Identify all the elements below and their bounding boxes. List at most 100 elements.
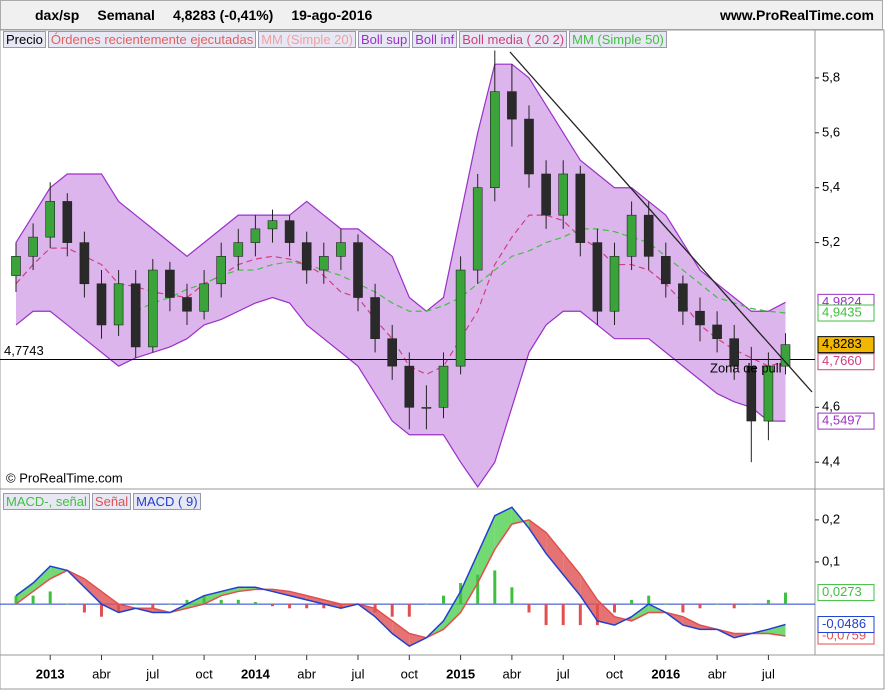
price-marker: 4,7660	[822, 353, 862, 368]
histogram-bar	[117, 604, 121, 613]
legend: Precio Órdenes recientemente ejecutadas MM…	[3, 31, 667, 48]
macd-fill	[323, 599, 341, 609]
macd-fill	[375, 608, 393, 634]
date: 19-ago-2016	[291, 7, 373, 23]
candle-body	[507, 91, 517, 120]
x-tick-label: oct	[606, 666, 624, 681]
histogram-bar	[271, 604, 274, 607]
candle-body	[267, 220, 278, 230]
candle-body	[626, 214, 637, 257]
macd-fill	[460, 553, 478, 613]
legend-entry: MACD-, señal	[3, 493, 90, 510]
x-tick-label: abr	[297, 666, 316, 681]
candle-body	[387, 338, 398, 367]
source: www.ProRealTime.com	[719, 7, 874, 23]
legend-entry: Boll media ( 20 2)	[459, 31, 568, 48]
macd-fill	[477, 515, 495, 584]
macd-fill	[118, 604, 136, 613]
y-tick-label: 0,2	[822, 511, 840, 526]
histogram-bar	[185, 599, 189, 605]
candle-body	[336, 242, 346, 257]
histogram-bar	[151, 604, 155, 609]
histogram-bar	[253, 601, 257, 605]
candle-body	[233, 242, 244, 257]
candle-body	[695, 310, 705, 326]
candle-body	[472, 187, 483, 271]
x-tick-label: jul	[761, 666, 775, 681]
histogram-bar	[647, 595, 651, 605]
histogram-bar	[749, 604, 753, 605]
macd-fill	[289, 591, 307, 600]
candle-body	[455, 269, 466, 367]
price-marker-box	[817, 616, 875, 634]
histogram-bar	[561, 604, 565, 626]
histogram-bar	[698, 604, 702, 609]
candle-body	[438, 365, 449, 408]
macd-fill	[392, 620, 410, 647]
candle-body	[712, 324, 722, 339]
y-tick-label: 4,4	[822, 454, 840, 469]
candle-body	[79, 242, 90, 285]
histogram-bar	[784, 592, 787, 605]
candle-body	[216, 256, 226, 285]
y-tick-label: 5,2	[822, 234, 840, 249]
histogram-bar	[527, 604, 531, 613]
candle-body	[130, 283, 141, 348]
histogram-bar	[578, 604, 582, 626]
histogram-bar	[305, 604, 309, 609]
legend-entry: MM (Simple 50)	[569, 31, 667, 48]
x-tick-label: abr	[92, 666, 111, 681]
candle-body	[763, 365, 774, 422]
price-marker-box	[817, 584, 875, 602]
candle-body	[370, 297, 380, 339]
candle-body	[678, 283, 688, 312]
histogram-bar	[766, 599, 770, 605]
macd-fill	[768, 624, 786, 637]
histogram-bar	[732, 604, 736, 609]
price-marker: -0,0486	[822, 616, 866, 631]
histogram-bar	[664, 604, 668, 605]
price-marker: 0,0273	[822, 584, 862, 599]
legend-entry: Precio	[3, 31, 46, 48]
candle-body	[558, 173, 569, 216]
candle-body	[660, 256, 671, 285]
histogram-bar	[322, 604, 326, 609]
candle-body	[96, 283, 107, 326]
histogram-bar	[82, 604, 86, 613]
histogram-bar	[202, 595, 206, 605]
histogram-bar	[407, 604, 411, 617]
y-tick-label: 5,4	[822, 179, 840, 194]
histogram-bar	[715, 604, 719, 605]
macd-fill	[16, 583, 34, 605]
macd-fill	[682, 616, 700, 630]
y-tick-label: 4,6	[822, 399, 840, 414]
histogram-bar	[493, 570, 497, 605]
x-tick-label: abr	[708, 666, 727, 681]
macd-fill	[306, 595, 324, 605]
watermark: © ProRealTime.com	[6, 470, 123, 485]
histogram-bar	[236, 599, 240, 605]
histogram-bar	[681, 604, 685, 613]
histogram-bar	[476, 574, 480, 605]
indicator-line	[135, 228, 786, 314]
candle-body	[643, 214, 654, 257]
histogram-bar	[390, 604, 394, 617]
histogram-bar	[14, 595, 18, 605]
macd-fill	[221, 587, 239, 596]
macd-fill	[84, 578, 102, 605]
macd-fill	[546, 532, 564, 575]
macd-fill	[563, 553, 581, 596]
symbol: dax/sp	[35, 7, 80, 23]
x-tick-label: jul	[556, 666, 570, 681]
histogram-bar	[613, 604, 616, 613]
histogram-bar	[630, 599, 634, 605]
x-tick-label: jul	[350, 666, 364, 681]
candle-body	[489, 91, 500, 189]
candle-body	[780, 344, 791, 367]
candle-body	[11, 256, 21, 276]
histogram-bar	[510, 587, 514, 605]
candle-body	[524, 118, 534, 175]
histogram-bar	[424, 604, 428, 605]
legend-entry: Boll sup	[357, 31, 411, 48]
